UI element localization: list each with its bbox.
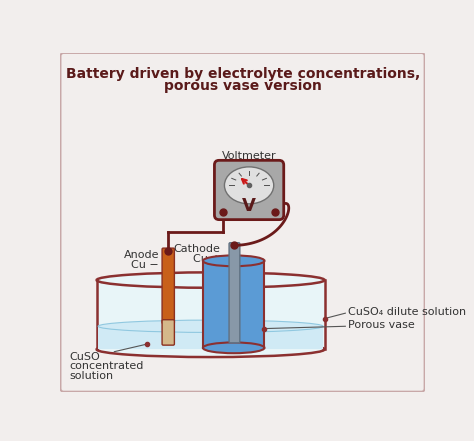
Polygon shape bbox=[98, 326, 323, 349]
Ellipse shape bbox=[225, 167, 273, 204]
FancyBboxPatch shape bbox=[162, 248, 174, 324]
Text: CuSO₄ dilute solution: CuSO₄ dilute solution bbox=[347, 307, 466, 318]
Ellipse shape bbox=[97, 273, 325, 288]
Text: porous vase version: porous vase version bbox=[164, 79, 322, 93]
Ellipse shape bbox=[203, 343, 264, 353]
Ellipse shape bbox=[203, 255, 264, 266]
Text: CuSO: CuSO bbox=[70, 352, 100, 362]
Ellipse shape bbox=[98, 320, 323, 333]
Text: concentrated: concentrated bbox=[70, 361, 144, 371]
Text: V: V bbox=[242, 197, 256, 215]
Polygon shape bbox=[97, 280, 325, 349]
FancyBboxPatch shape bbox=[162, 320, 174, 345]
FancyBboxPatch shape bbox=[229, 243, 240, 343]
Text: Cu −: Cu − bbox=[131, 261, 159, 270]
Ellipse shape bbox=[97, 342, 325, 357]
Text: solution: solution bbox=[70, 370, 114, 381]
Text: Porous vase: Porous vase bbox=[347, 321, 414, 330]
FancyBboxPatch shape bbox=[61, 53, 425, 392]
Polygon shape bbox=[203, 261, 264, 348]
Text: Anode: Anode bbox=[124, 250, 159, 261]
Text: Voltmeter: Voltmeter bbox=[222, 151, 276, 161]
Text: Battery driven by electrolyte concentrations,: Battery driven by electrolyte concentrat… bbox=[66, 67, 420, 81]
Text: Cu +: Cu + bbox=[193, 254, 220, 264]
Text: Cathode: Cathode bbox=[173, 244, 220, 254]
FancyBboxPatch shape bbox=[214, 161, 284, 220]
